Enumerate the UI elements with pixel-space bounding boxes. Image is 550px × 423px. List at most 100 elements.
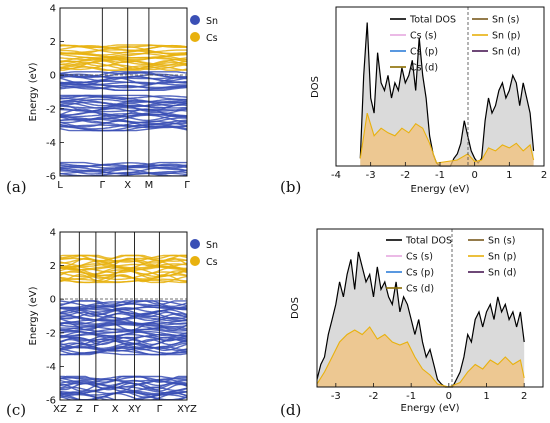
dos-plot-d (316, 251, 525, 388)
band-line (60, 71, 187, 75)
legend-label: Sn (p) (492, 31, 521, 42)
ylabel-d: DOS (290, 297, 301, 319)
x-ticks-b: -4 -3 -2 -1 0 1 2 (331, 162, 547, 181)
kpath-lines-a (101, 8, 150, 176)
legend-label: Cs (206, 257, 218, 268)
band-line (60, 45, 187, 55)
x-tick-label: -4 (331, 170, 341, 181)
x-tick-label: -1 (406, 391, 416, 402)
band-line (60, 254, 187, 260)
x-tick-label: 2 (541, 170, 547, 181)
band-structure-c (60, 254, 187, 400)
kpoint-label: XZ (53, 404, 67, 415)
kpoint-label: Γ (93, 404, 99, 415)
legend-a: Sn Cs (190, 15, 218, 44)
dos-area (360, 113, 534, 166)
kpoint-label: M (145, 180, 154, 191)
panel-a: 4 2 0 -2 -4 -6 L Γ X M Γ Energy (eV) Sn Cs (a) (6, 4, 218, 197)
legend-label: Sn (d) (492, 47, 521, 58)
panel-d: -3 -2 -1 0 1 2 Energy (eV) DOS Total DOS Cs (s… (280, 228, 544, 419)
legend-label: Cs (p) (406, 268, 434, 279)
legend-label: Cs (d) (410, 63, 438, 74)
band-line (60, 59, 187, 66)
y-tick-label: -6 (46, 172, 56, 183)
band-line (60, 318, 187, 325)
band-line (60, 161, 187, 167)
y-tick-label: 2 (50, 37, 56, 48)
panel-label-d: (d) (280, 401, 301, 419)
legend-d: Total DOS Cs (s) Cs (p) Cs (d) Sn (s) Sn (p) S… (386, 236, 517, 295)
band-line (60, 377, 187, 382)
x-tick-label: -2 (400, 170, 410, 181)
legend-label: Sn (206, 240, 218, 251)
band-line (60, 172, 187, 176)
dos-plot-b (359, 22, 535, 167)
kpoint-label: L (57, 180, 63, 191)
band-line (60, 100, 187, 107)
kpoint-label: XYZ (177, 404, 197, 415)
kpoint-label: X (124, 180, 131, 191)
legend-label: Cs (s) (410, 31, 437, 42)
band-line (60, 71, 187, 79)
x-tick-label: 1 (506, 170, 512, 181)
legend-marker (190, 256, 200, 266)
band-line (60, 44, 187, 49)
band-line (60, 95, 187, 104)
y-tick-label: -2 (46, 104, 56, 115)
band-line (60, 162, 187, 167)
band-line (60, 375, 187, 381)
y-tick-label: 0 (50, 295, 56, 306)
legend-label: Sn (p) (488, 252, 517, 263)
band-line (60, 49, 187, 59)
band-line (60, 263, 187, 271)
band-line (60, 306, 187, 313)
legend-label: Sn (s) (488, 236, 515, 247)
legend-marker (190, 239, 200, 249)
legend-b: Total DOS Cs (s) Cs (p) Cs (d) Sn (s) Sn (p) S… (390, 15, 521, 74)
x-tick-label: 0 (471, 170, 477, 181)
band-line (60, 346, 187, 355)
band-structure-a (60, 44, 187, 176)
legend-label: Sn (206, 16, 218, 27)
x-tick-label: -1 (435, 170, 445, 181)
band-line (60, 333, 187, 339)
band-line (60, 44, 187, 48)
xlabel-d: Energy (eV) (401, 403, 460, 414)
band-line (60, 278, 187, 283)
band-line (60, 113, 187, 118)
ylabel-a: Energy (eV) (28, 62, 39, 121)
legend-label: Total DOS (409, 15, 456, 26)
band-line (60, 300, 187, 305)
band-line (60, 60, 187, 70)
panel-label-b: (b) (280, 178, 301, 196)
band-line (60, 94, 187, 101)
kpoint-label: Γ (157, 404, 163, 415)
band-line (60, 98, 187, 103)
kpoint-label: Γ (100, 180, 106, 191)
x-tick-label: -3 (331, 391, 341, 402)
legend-label: Sn (s) (492, 15, 519, 26)
band-line (60, 383, 187, 392)
band-line (60, 335, 187, 342)
x-ticks-d: -3 -2 -1 0 1 2 (331, 383, 527, 402)
panel-b: -4 -3 -2 -1 0 1 2 Energy (eV) DOS Total DOS Cs … (280, 6, 547, 196)
y-tick-label: 4 (50, 228, 56, 239)
legend-label: Cs (p) (410, 47, 438, 58)
x-tick-label: 0 (446, 391, 452, 402)
band-line (60, 271, 187, 281)
kpath-lines-c (78, 232, 160, 400)
x-tick-label: 1 (483, 391, 489, 402)
y-ticks-c: 4 2 0 -2 -4 -6 (46, 228, 64, 407)
legend-label: Cs (d) (406, 284, 434, 295)
band-line (60, 328, 187, 337)
y-tick-label: -2 (46, 328, 56, 339)
y-tick-label: -4 (46, 362, 56, 373)
dos-line (359, 112, 535, 164)
band-line (60, 301, 187, 309)
ylabel-b: DOS (310, 76, 321, 98)
band-line (60, 168, 187, 175)
band-line (60, 73, 187, 79)
